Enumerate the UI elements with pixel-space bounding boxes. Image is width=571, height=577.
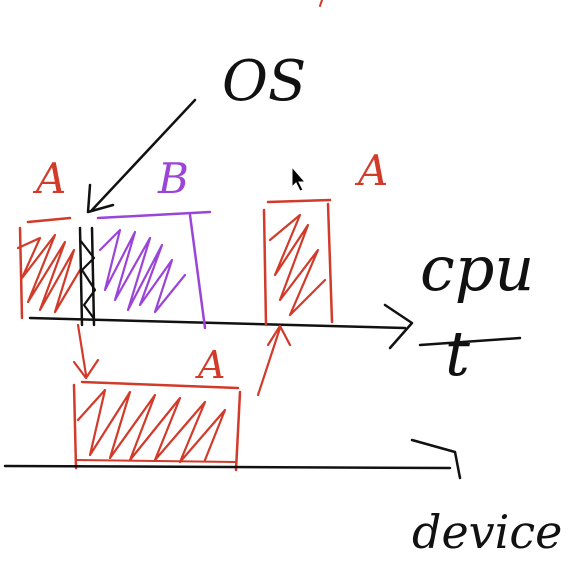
- device-label: device: [412, 505, 562, 559]
- to-device-arrow: [72, 323, 100, 380]
- mouse-pointer-icon: [291, 165, 307, 192]
- cpu-burst-a-first: [16, 216, 82, 320]
- device-time-axis: [3, 438, 462, 480]
- time-label-bar: [418, 336, 522, 347]
- cpu-label: cpu: [420, 232, 534, 305]
- process-a-label-device: A: [195, 343, 225, 387]
- cpu-burst-b: [96, 210, 212, 330]
- device-burst-a: [72, 380, 242, 472]
- from-device-arrow: [256, 324, 292, 397]
- process-b-label: B: [157, 154, 189, 203]
- process-a-label-second: A: [354, 146, 388, 195]
- os-context-switch: [78, 226, 97, 327]
- cpu-burst-a-second: [262, 198, 334, 327]
- os-arrow: [86, 98, 197, 214]
- stray-mark: [319, 0, 323, 7]
- time-label: t: [445, 317, 470, 390]
- process-a-label-first: A: [32, 154, 66, 203]
- os-label: OS: [222, 49, 306, 114]
- cpu-time-axis: [28, 303, 414, 350]
